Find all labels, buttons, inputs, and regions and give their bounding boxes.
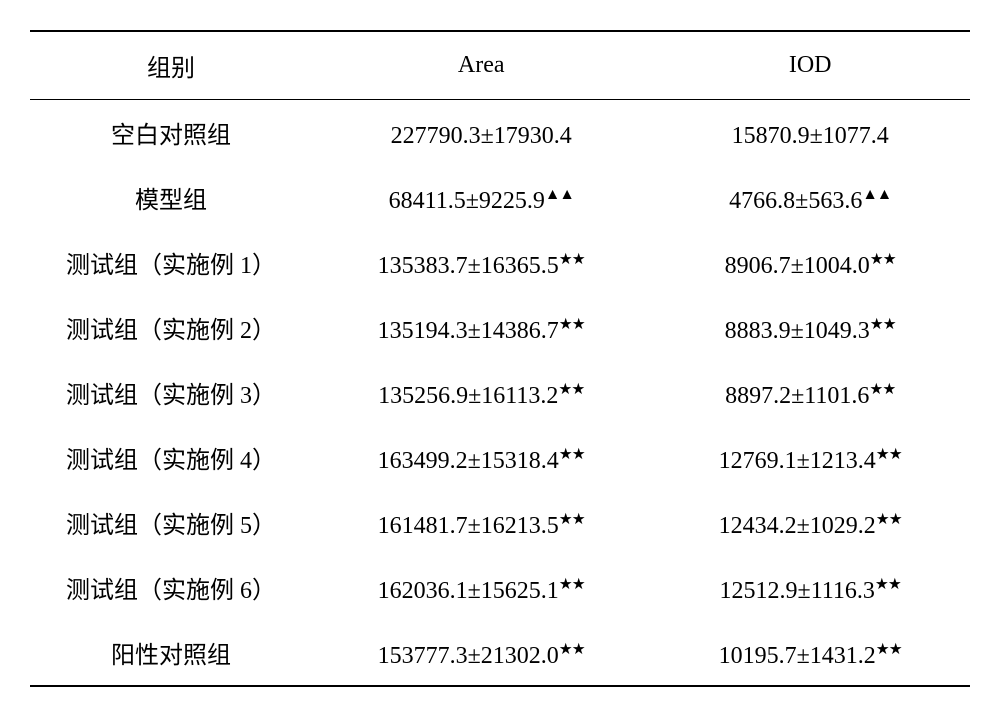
- sig-mark: ★★: [559, 641, 585, 658]
- table-row: 测试组（实施例 4） 163499.2±15318.4★★ 12769.1±12…: [30, 425, 970, 490]
- data-table: 组别 Area IOD 空白对照组 227790.3±17930.4 15870…: [30, 30, 970, 687]
- table-row: 测试组（实施例 5） 161481.7±16213.5★★ 12434.2±10…: [30, 490, 970, 555]
- col-header-iod: IOD: [650, 31, 970, 100]
- table-body: 空白对照组 227790.3±17930.4 15870.9±1077.4 模型…: [30, 100, 970, 687]
- cell-iod: 8906.7±1004.0★★: [650, 230, 970, 295]
- table-row: 空白对照组 227790.3±17930.4 15870.9±1077.4: [30, 100, 970, 166]
- cell-label: 测试组（实施例 3）: [30, 360, 312, 425]
- sig-mark: ★★: [869, 381, 895, 398]
- sig-mark: ★★: [875, 576, 901, 593]
- sig-mark: ★★: [876, 446, 902, 463]
- data-table-container: 组别 Area IOD 空白对照组 227790.3±17930.4 15870…: [30, 30, 970, 687]
- table-row: 模型组 68411.5±9225.9▲▲ 4766.8±563.6▲▲: [30, 165, 970, 230]
- table-row: 测试组（实施例 1） 135383.7±16365.5★★ 8906.7±100…: [30, 230, 970, 295]
- cell-iod: 4766.8±563.6▲▲: [650, 165, 970, 230]
- cell-area: 68411.5±9225.9▲▲: [312, 165, 650, 230]
- sig-mark: ★★: [559, 576, 585, 593]
- table-header-row: 组别 Area IOD: [30, 31, 970, 100]
- cell-area: 161481.7±16213.5★★: [312, 490, 650, 555]
- cell-area: 135383.7±16365.5★★: [312, 230, 650, 295]
- sig-mark: ▲▲: [862, 186, 891, 203]
- sig-mark: ★★: [559, 251, 585, 268]
- cell-label: 阳性对照组: [30, 620, 312, 686]
- table-row: 测试组（实施例 3） 135256.9±16113.2★★ 8897.2±110…: [30, 360, 970, 425]
- cell-area: 153777.3±21302.0★★: [312, 620, 650, 686]
- cell-iod: 8883.9±1049.3★★: [650, 295, 970, 360]
- cell-label: 测试组（实施例 5）: [30, 490, 312, 555]
- cell-iod: 12769.1±1213.4★★: [650, 425, 970, 490]
- cell-iod: 15870.9±1077.4: [650, 100, 970, 166]
- sig-mark: ★★: [559, 511, 585, 528]
- cell-label: 测试组（实施例 2）: [30, 295, 312, 360]
- cell-label: 测试组（实施例 6）: [30, 555, 312, 620]
- sig-mark: ★★: [876, 641, 902, 658]
- sig-mark: ★★: [870, 251, 896, 268]
- sig-mark: ★★: [876, 511, 902, 528]
- table-row: 测试组（实施例 6） 162036.1±15625.1★★ 12512.9±11…: [30, 555, 970, 620]
- cell-area: 163499.2±15318.4★★: [312, 425, 650, 490]
- cell-area: 135256.9±16113.2★★: [312, 360, 650, 425]
- sig-mark: ★★: [559, 316, 585, 333]
- cell-iod: 12434.2±1029.2★★: [650, 490, 970, 555]
- cell-area: 227790.3±17930.4: [312, 100, 650, 166]
- sig-mark: ★★: [870, 316, 896, 333]
- cell-area: 135194.3±14386.7★★: [312, 295, 650, 360]
- sig-mark: ★★: [559, 446, 585, 463]
- cell-label: 空白对照组: [30, 100, 312, 166]
- col-header-area: Area: [312, 31, 650, 100]
- table-row: 阳性对照组 153777.3±21302.0★★ 10195.7±1431.2★…: [30, 620, 970, 686]
- cell-label: 模型组: [30, 165, 312, 230]
- cell-iod: 12512.9±1116.3★★: [650, 555, 970, 620]
- sig-mark: ▲▲: [545, 186, 574, 203]
- cell-iod: 10195.7±1431.2★★: [650, 620, 970, 686]
- cell-label: 测试组（实施例 1）: [30, 230, 312, 295]
- cell-label: 测试组（实施例 4）: [30, 425, 312, 490]
- cell-iod: 8897.2±1101.6★★: [650, 360, 970, 425]
- sig-mark: ★★: [558, 381, 584, 398]
- cell-area: 162036.1±15625.1★★: [312, 555, 650, 620]
- col-header-group: 组别: [30, 31, 312, 100]
- table-row: 测试组（实施例 2） 135194.3±14386.7★★ 8883.9±104…: [30, 295, 970, 360]
